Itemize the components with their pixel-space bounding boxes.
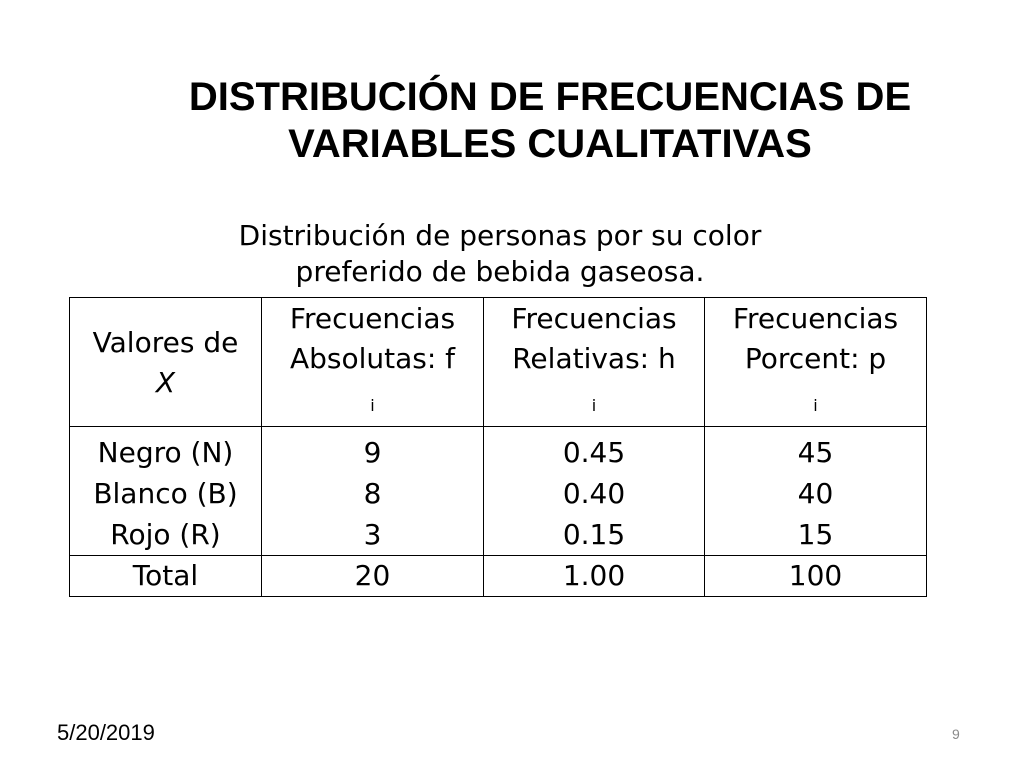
- slide-page-number: 9: [952, 726, 960, 742]
- header-percent-line-1: Frecuencias: [732, 302, 899, 335]
- header-percent-frequency: Frecuencias Porcent: p i: [704, 297, 927, 427]
- table-row-total: Total 20 1.00 100: [69, 555, 927, 597]
- table-body: Negro (N) 9 0.45 45 Blanco (B) 8 0.40 40…: [69, 426, 927, 556]
- cell-relative: 0.15: [483, 514, 705, 556]
- slide-title-line-2: VARIABLES CUALITATIVAS: [288, 122, 812, 166]
- table-caption-line-1: Distribución de personas por su color: [238, 219, 762, 252]
- header-absolute-frequency: Frecuencias Absolutas: f i: [261, 297, 484, 427]
- cell-relative: 0.40: [483, 473, 705, 514]
- header-relative-line-2: Relativas: h i: [486, 339, 702, 426]
- header-relative-frequency: Frecuencias Relativas: h i: [483, 297, 705, 427]
- header-percent-label: Porcent: p: [744, 342, 887, 375]
- table-row-blanco: Blanco (B) 8 0.40 40: [69, 473, 927, 514]
- header-values-line-2: X: [155, 365, 176, 399]
- header-row: Valores de X Frecuencias Absolutas: f i F…: [69, 297, 927, 427]
- frequency-table: Valores de X Frecuencias Absolutas: f i F…: [69, 297, 927, 597]
- cell-percent: 40: [704, 473, 927, 514]
- table-row-negro: Negro (N) 9 0.45 45: [69, 426, 927, 473]
- cell-percent: 15: [704, 514, 927, 556]
- header-values: Valores de X: [69, 297, 262, 427]
- header-relative-subscript: i: [591, 396, 597, 415]
- slide-title-line-1: DISTRIBUCIÓN DE FRECUENCIAS DE: [188, 75, 912, 119]
- cell-value: Blanco (B): [69, 473, 262, 514]
- cell-value: Rojo (R): [69, 514, 262, 556]
- table-caption-line-2: preferido de bebida gaseosa.: [295, 255, 705, 288]
- header-absolute-subscript: i: [370, 396, 375, 415]
- cell-total-label: Total: [69, 555, 262, 597]
- cell-total-relative: 1.00: [483, 555, 705, 597]
- table-row-rojo: Rojo (R) 3 0.15 15: [69, 514, 927, 556]
- cell-total-absolute: 20: [261, 555, 484, 597]
- cell-relative: 0.45: [483, 426, 705, 473]
- cell-percent: 45: [704, 426, 927, 473]
- header-values-line-1: Valores de: [92, 325, 239, 359]
- header-relative-line-1: Frecuencias: [511, 302, 677, 335]
- slide-title: DISTRIBUCIÓN DE FRECUENCIAS DE VARIABLES…: [80, 74, 1020, 168]
- footer-date: 5/20/2019: [57, 720, 155, 745]
- table-caption: Distribución de personas por su color pr…: [150, 218, 850, 290]
- header-absolute-line-1: Frecuencias: [289, 302, 456, 335]
- cell-absolute: 8: [261, 473, 484, 514]
- header-percent-subscript: i: [813, 396, 818, 415]
- cell-absolute: 9: [261, 426, 484, 473]
- header-absolute-line-2: Absolutas: f i: [264, 339, 481, 426]
- cell-absolute: 3: [261, 514, 484, 556]
- cell-value: Negro (N): [69, 426, 262, 473]
- table-header: Valores de X Frecuencias Absolutas: f i F…: [69, 297, 927, 427]
- header-percent-line-2: Porcent: p i: [707, 339, 924, 426]
- header-absolute-label: Absolutas: f: [289, 342, 456, 375]
- table-total: Total 20 1.00 100: [69, 555, 927, 597]
- cell-total-percent: 100: [704, 555, 927, 597]
- header-relative-label: Relativas: h: [512, 342, 676, 375]
